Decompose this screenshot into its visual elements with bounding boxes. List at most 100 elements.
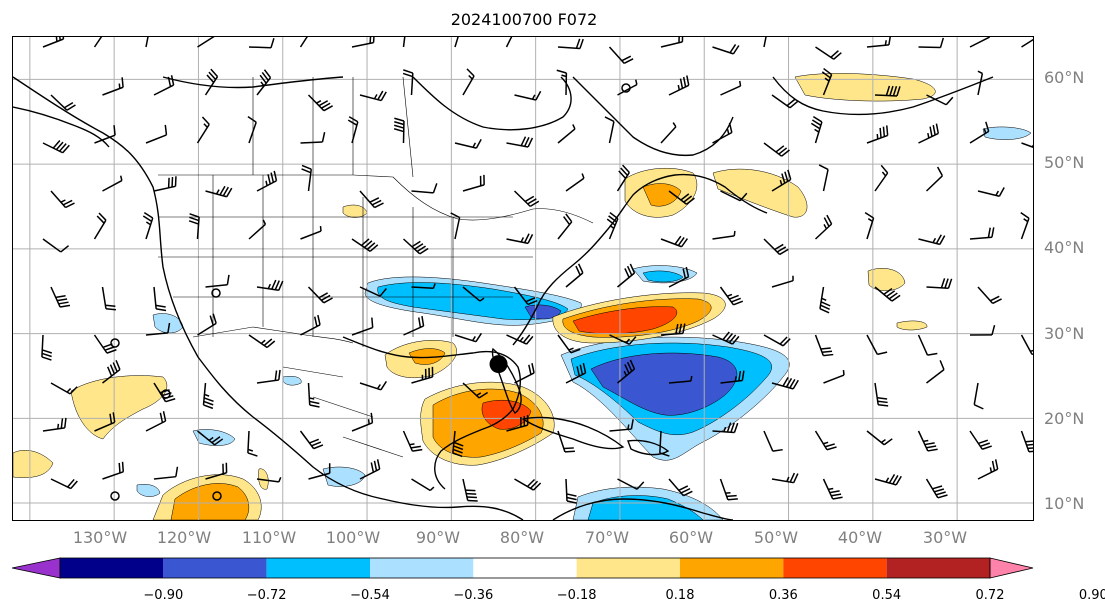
wind-barb [668,478,693,497]
wind-barb [102,360,121,384]
wind-barb [918,123,940,144]
lon-label-80w: 80°W [499,528,545,547]
political-borders [158,76,594,458]
wind-barb [565,478,577,504]
lon-label-100w: 100°W [325,528,381,547]
wind-barb [609,334,637,346]
wind-barb [874,474,902,486]
pos-region-pac-north [70,375,168,440]
wind-barb [42,417,67,432]
wind-barb [402,238,429,255]
wind-barb [556,69,568,96]
wind-barb [874,164,889,192]
wind-barb [814,334,834,357]
wind-barb [142,212,154,240]
wind-barb [351,37,375,48]
lon-label-70w: 70°W [584,528,630,547]
wind-barb [514,363,535,384]
pos-region-ne-small2 [896,320,928,331]
colorbar-tick-label: 0.72 [975,588,1005,603]
wind-barb [452,430,464,458]
wind-barb [256,170,278,192]
wind-barb [153,176,177,192]
wind-barb [197,430,224,446]
wind-barb [771,169,792,192]
wind-barb [660,323,686,336]
wind-barb [668,266,690,288]
colorbar-tick-label: 0.54 [872,588,902,603]
wind-barb [247,115,257,144]
wind-barb [969,121,990,144]
colorbar-tick-label: −0.18 [556,588,597,603]
colorbar-tick-label: 0.36 [768,588,798,603]
wind-barb [506,136,534,148]
wind-barb [822,478,843,500]
wind-barb [1020,334,1033,356]
wind-barb [874,382,889,407]
pos-region-greenland [794,73,936,102]
wind-barb [814,214,833,240]
wind-barb [608,46,634,65]
wind-barb [969,430,992,450]
wind-barb [94,412,116,432]
lat-label-40n: 40°N [1044,238,1085,257]
wind-barb [93,37,103,48]
wind-barb [977,70,984,96]
colorbar-tick-label: −0.90 [143,588,184,603]
wind-barb [50,190,75,209]
colorbar-segment [783,558,887,578]
lat-label-30n: 30°N [1044,324,1085,343]
coastlines [13,76,994,520]
wind-barb [712,122,733,144]
coast-cuba [521,416,625,450]
wind-barb [248,219,267,240]
wind-barb [307,94,333,112]
wind-barb [866,430,893,446]
wind-barb [462,68,475,96]
wind-barb [94,125,116,144]
wind-barb [874,286,901,302]
coast-greenland [772,76,994,116]
border-states-1 [212,175,454,347]
wind-barb [565,362,587,384]
lon-label-50w: 50°W [753,528,799,547]
wind-barb [1020,430,1033,453]
wind-barb [300,226,322,240]
wind-barb [454,332,482,343]
lon-label-90w: 90°W [415,528,461,547]
colorbar-segment [576,558,680,578]
wind-barb [307,286,333,304]
wind-barb [50,94,76,111]
wind-barb [771,275,794,288]
coast-labrador [572,76,734,157]
wind-barb [299,430,324,450]
wind-barb [145,322,171,336]
colorbar-tick-label: 0.90 [1078,588,1105,603]
pos-region-texas-mid [408,348,446,365]
wind-barb [720,370,745,384]
wind-barb [301,164,313,192]
wind-barb [814,430,837,451]
wind-barb [102,175,123,192]
storm-center-marker [489,355,508,374]
wind-barb [205,462,228,480]
wind-barb [1021,142,1033,149]
lat-label-50n: 50°N [1044,153,1085,172]
wind-barb [402,69,414,96]
wind-barb [771,472,799,484]
pos-region-midwest [342,204,368,218]
wind-barb [660,37,684,48]
wind-barb [93,212,107,240]
wind-barb [197,313,217,336]
wind-barb [712,230,736,240]
wind-barb [411,283,436,289]
wind-barb [256,369,281,384]
lon-label-120w: 120°W [156,528,212,547]
colorbar-segment [370,558,474,578]
wind-barb [926,278,953,290]
colorbar-segment [60,558,164,578]
neg-region-gulf-small [282,376,302,386]
wind-barb [557,38,584,50]
wind-barb [763,430,783,452]
wind-barb [668,375,693,384]
